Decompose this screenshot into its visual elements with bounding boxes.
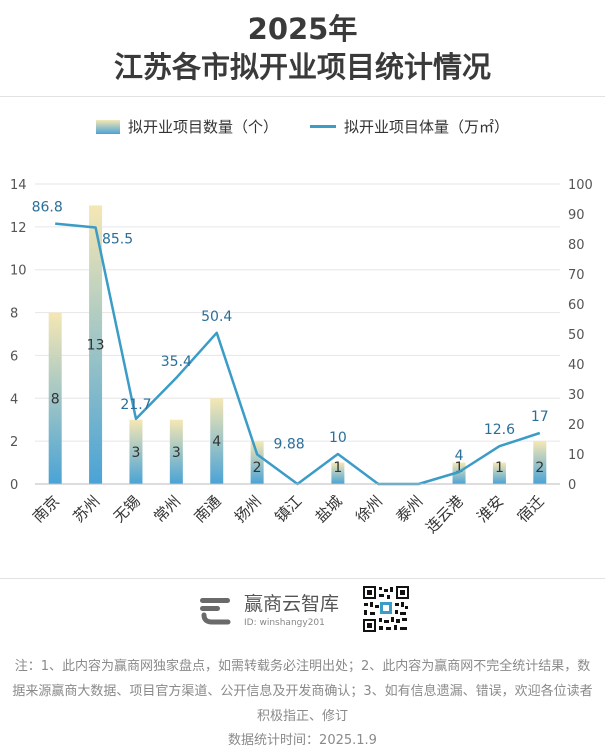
legend-label-bar: 拟开业项目数量（个） xyxy=(127,118,278,136)
bar xyxy=(250,441,264,484)
y-right-tick-label: 20 xyxy=(568,418,585,433)
y-right-tick-label: 90 xyxy=(568,208,585,223)
line-data-label: 4 xyxy=(455,448,464,464)
brand-text: 赢商云智库 ID: winshangy201 xyxy=(244,589,339,628)
y-right-tick-label: 0 xyxy=(568,478,576,493)
x-category-label: 盐城 xyxy=(312,492,346,526)
x-category-label: 常州 xyxy=(150,492,184,526)
bar-data-label: 13 xyxy=(87,338,105,354)
legend-label-line: 拟开业项目体量（万㎡） xyxy=(344,118,510,136)
y-right-tick-label: 50 xyxy=(568,328,585,343)
chart-title-year: 2025年 xyxy=(247,12,358,46)
y-left-tick-label: 2 xyxy=(10,435,18,450)
chart-title: 江苏各市拟开业项目统计情况 xyxy=(113,50,491,84)
bar xyxy=(89,205,103,484)
data-date: 数据统计时间：2025.1.9 xyxy=(228,733,377,748)
bar-data-label: 4 xyxy=(212,434,221,450)
x-category-label: 宿迁 xyxy=(514,492,548,526)
x-category-label: 南京 xyxy=(29,492,63,526)
y-right-tick-label: 40 xyxy=(568,358,585,373)
brand-name: 赢商云智库 xyxy=(244,592,340,615)
bar-data-label: 3 xyxy=(132,445,141,461)
chart-legend: 拟开业项目数量（个） 拟开业项目体量（万㎡） xyxy=(0,116,605,137)
bar-data-label: 1 xyxy=(495,460,504,476)
line-data-label: 9.88 xyxy=(274,436,305,452)
x-category-label: 扬州 xyxy=(231,492,265,526)
bar-data-label: 2 xyxy=(535,460,544,476)
line-data-label: 86.8 xyxy=(32,200,63,216)
y-left-tick-label: 12 xyxy=(10,221,27,236)
bar xyxy=(210,398,224,484)
y-right-tick-label: 30 xyxy=(568,388,585,403)
y-right-tick-label: 70 xyxy=(568,268,585,283)
y-right-tick-label: 10 xyxy=(568,448,585,463)
bar xyxy=(48,312,62,484)
bar xyxy=(169,419,183,484)
y-left-tick-label: 14 xyxy=(10,178,27,193)
footer-divider xyxy=(0,578,605,579)
legend-swatch-line xyxy=(310,125,336,128)
bar-data-label: 1 xyxy=(333,460,342,476)
line-data-label: 50.4 xyxy=(201,309,232,325)
x-category-label: 镇江 xyxy=(271,492,305,526)
bar-data-label: 1 xyxy=(455,460,464,476)
line-data-label: 35.4 xyxy=(161,354,192,370)
x-category-label: 泰州 xyxy=(393,492,427,526)
y-left-tick-label: 4 xyxy=(10,392,18,407)
y-right-tick-label: 60 xyxy=(568,298,585,313)
bar xyxy=(492,462,506,484)
x-category-label: 苏州 xyxy=(69,492,103,526)
bar-data-label: 8 xyxy=(51,391,60,407)
bar xyxy=(533,441,547,484)
y-left-tick-label: 10 xyxy=(10,264,27,279)
line-data-label: 21.7 xyxy=(120,397,151,413)
y-left-tick-label: 8 xyxy=(10,307,18,322)
footnote: 注：1、此内容为赢商网独家盘点，如需转载务必注明出处；2、此内容为赢商网不完全统… xyxy=(12,659,593,724)
line-data-label: 17 xyxy=(531,409,549,425)
qr-code-icon xyxy=(362,585,410,633)
line-data-label: 85.5 xyxy=(102,232,133,248)
y-left-tick-label: 6 xyxy=(10,349,18,364)
bar xyxy=(331,462,345,484)
bar-data-label: 2 xyxy=(253,460,262,476)
x-category-label: 淮安 xyxy=(473,492,507,526)
x-category-label: 连云港 xyxy=(422,492,467,537)
brand-logo-icon xyxy=(196,588,236,628)
brand-block: 赢商云智库 ID: winshangy201 xyxy=(196,588,339,628)
brand-id: ID: winshangy201 xyxy=(244,617,325,628)
line-data-label: 10 xyxy=(329,430,347,446)
divider xyxy=(0,96,605,97)
x-category-label: 徐州 xyxy=(352,492,386,526)
y-left-tick-label: 0 xyxy=(10,478,18,493)
x-category-label: 无锡 xyxy=(110,492,144,526)
x-category-label: 南通 xyxy=(191,492,225,526)
y-right-tick-label: 80 xyxy=(568,238,585,253)
bar-data-label: 3 xyxy=(172,445,181,461)
legend-swatch-bar xyxy=(95,119,120,134)
bar xyxy=(129,419,143,484)
line-data-label: 12.6 xyxy=(484,422,515,438)
legend-item-bar: 拟开业项目数量（个） xyxy=(95,116,278,137)
y-right-tick-label: 100 xyxy=(568,178,593,193)
legend-item-line: 拟开业项目体量（万㎡） xyxy=(310,116,509,137)
